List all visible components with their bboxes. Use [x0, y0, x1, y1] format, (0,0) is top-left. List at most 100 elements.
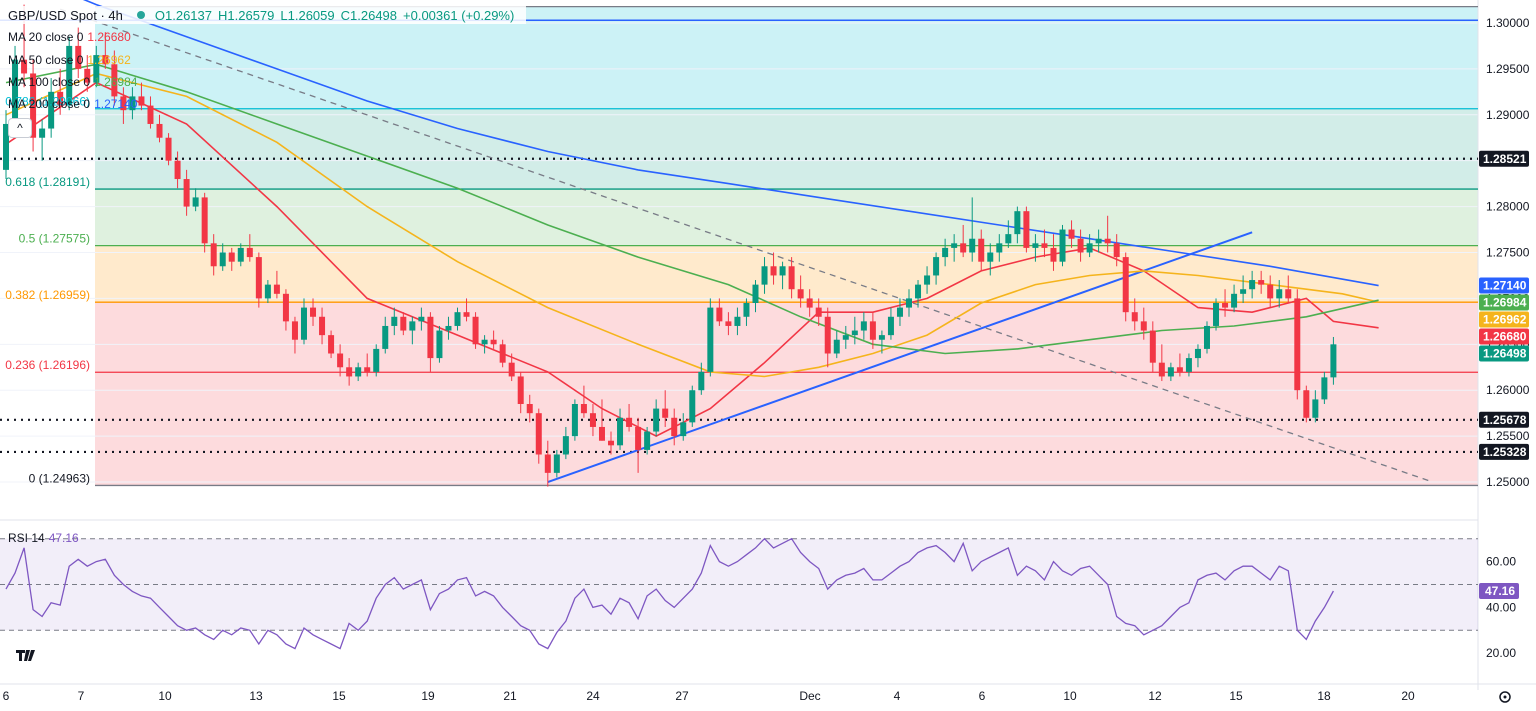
candle-down [319, 316, 326, 336]
candle-up [951, 243, 958, 248]
candle-down [824, 316, 831, 354]
rsi-tag-text: 47.16 [1485, 584, 1515, 598]
candle-down [463, 312, 470, 317]
price-tag-1.26680 [1479, 328, 1529, 345]
candle-up [915, 284, 922, 299]
candle-down [608, 440, 615, 446]
ma-line-MA200 [82, 0, 1379, 287]
candle-up [1249, 280, 1256, 290]
price-tick-label: 1.30000 [1486, 16, 1530, 30]
candle-down [291, 321, 298, 340]
ma200-label: MA 200 close 0 [8, 97, 91, 111]
candle-down [797, 289, 804, 299]
gear-icon[interactable] [1499, 691, 1511, 703]
candle-up [562, 436, 569, 455]
candle-down [174, 160, 181, 180]
price-tag-text: 1.26984 [1483, 296, 1527, 310]
price-tag-1.25328 [1479, 443, 1529, 460]
price-tick-label: 1.25500 [1486, 429, 1530, 443]
candle-down [21, 59, 28, 74]
candle-down [201, 197, 208, 244]
candle-down [30, 73, 37, 138]
symbol-title[interactable]: GBP/USD Spot · 4h [8, 7, 123, 23]
fib-label-0: 0 (1.24963) [29, 471, 90, 485]
candle-up [1330, 344, 1337, 378]
ma20-value: 1.26680 [87, 30, 131, 44]
candle-up [300, 307, 307, 340]
time-label: 15 [332, 689, 346, 703]
candle-down [1176, 367, 1183, 372]
candle-down [626, 417, 633, 427]
chart-settings[interactable] [1499, 691, 1511, 703]
candle-up [942, 247, 949, 258]
ohlc-high: H1.26579 [218, 7, 275, 23]
candle-up [237, 247, 244, 262]
candle-up [219, 252, 226, 267]
price-tick-label: 1.29500 [1486, 62, 1530, 76]
candle-down [635, 426, 642, 450]
ma-line-MA100 [5, 63, 1379, 355]
price-tag-text: 1.27140 [1483, 279, 1527, 293]
time-label: 12 [1148, 689, 1162, 703]
candle-up [264, 284, 271, 299]
candle-up [987, 252, 994, 262]
ma100-value: 1.26984 [94, 75, 138, 89]
price-tag-text: 1.25678 [1483, 413, 1527, 427]
price-tag-text: 1.26498 [1483, 347, 1527, 361]
price-tags: 1.28521 1.27140 1.26984 1.26962 1.26680 1.264… [1479, 150, 1529, 599]
time-label: Dec [799, 689, 820, 703]
collapse-legend-button[interactable]: ^ [8, 118, 32, 138]
trendline-uptrend[interactable] [547, 231, 1253, 483]
ma200-legend[interactable]: MA 200 close 0 1.27140 [8, 97, 137, 112]
ma100-legend[interactable]: MA 100 close 0 1.26984 [8, 75, 137, 90]
candle-up [3, 123, 9, 170]
candle-down [337, 353, 344, 368]
candle-up [39, 128, 46, 138]
candle-up [48, 91, 55, 129]
ohlc-change: +0.00361 (+0.29%) [403, 7, 515, 23]
candle-up [707, 307, 714, 372]
candle-up [761, 266, 768, 285]
price-tag-1.27140 [1479, 277, 1529, 294]
candle-down [580, 404, 587, 414]
candle-up [1059, 229, 1066, 262]
price-tick-label: 1.29000 [1486, 108, 1530, 122]
candle-down [427, 316, 434, 359]
candle-up [1321, 377, 1328, 400]
rsi-legend[interactable]: RSI 14 47.16 [8, 531, 79, 545]
time-label: 6 [979, 689, 986, 703]
ma20-legend[interactable]: MA 20 close 0 1.26680 [8, 30, 131, 45]
candle-down [165, 137, 172, 161]
time-axis[interactable]: 6 7 10 13 15 19 21 24 27 Dec 4 6 10 12 15 18 20 [3, 689, 1415, 703]
candle-down [1041, 243, 1048, 248]
candle-down [544, 454, 551, 473]
ma200-value: 1.27140 [94, 97, 138, 111]
candle-up [1312, 399, 1319, 418]
candle-down [1303, 390, 1310, 418]
candle-up [391, 316, 398, 326]
candle-up [1005, 234, 1012, 244]
rsi-line [5, 537, 1334, 650]
candle-up [1240, 289, 1247, 294]
candle-up [924, 275, 931, 285]
price-tick-label: 1.27500 [1486, 246, 1530, 260]
candle-up [1194, 348, 1201, 359]
candle-up [933, 257, 940, 276]
tradingview-logo-icon[interactable] [14, 646, 42, 666]
candle-down [1285, 289, 1292, 299]
time-label: 24 [586, 689, 600, 703]
trendlines[interactable] [59, 8, 1433, 483]
candle-down [183, 179, 190, 207]
candle-up [617, 417, 624, 446]
candle-down [84, 68, 91, 83]
candle-down [75, 45, 82, 69]
candle-up [12, 59, 19, 124]
time-label: 27 [675, 689, 689, 703]
ma100-label: MA 100 close 0 [8, 75, 91, 89]
candle-down [1068, 229, 1075, 239]
candle-down [1149, 330, 1156, 363]
ma50-legend[interactable]: MA 50 close 0 1.26962 [8, 53, 131, 68]
fib-label-0.382: 0.382 (1.26959) [5, 288, 90, 302]
rsi-tick-label: 40.00 [1486, 600, 1516, 614]
